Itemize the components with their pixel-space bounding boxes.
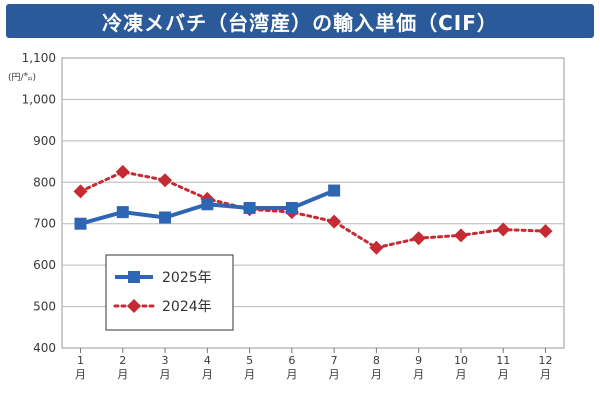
legend-box: [105, 254, 234, 331]
legend-label: 2025年: [162, 270, 212, 286]
series-2025: [74, 184, 341, 230]
legend-items: 2025年 2024年: [113, 270, 212, 315]
series-2024-point: [453, 228, 468, 243]
series-2024-point: [327, 214, 342, 229]
y-tick-label: 500: [33, 300, 56, 314]
series-2024-point: [158, 173, 173, 188]
series-2024-point: [73, 184, 88, 199]
y-tick-label: 700: [33, 217, 56, 231]
y-tick-label: 400: [33, 341, 56, 355]
series-2025-point: [243, 201, 256, 214]
series-2025-point: [201, 198, 214, 211]
legend: 2025年 2024年: [105, 254, 234, 331]
series-2025-point: [285, 201, 298, 214]
series-2025-point: [116, 206, 129, 219]
y-tick-label: 1,100: [22, 51, 56, 65]
series-2025-point: [74, 217, 87, 230]
x-tick-label: 10 月: [454, 354, 468, 381]
y-tick-label: 600: [33, 258, 56, 272]
series-2025-point: [328, 184, 341, 197]
legend-label: 2024年: [162, 299, 212, 315]
series-2024-point: [369, 240, 384, 255]
legend-swatch-marker: [127, 299, 141, 313]
title-bar: 冷凍メバチ（台湾産）の輸入単価（CIF）: [6, 4, 594, 38]
y-tick-label: 800: [33, 175, 56, 189]
axis-layer: 400 500 600 700 800 900 1,000 1,100 1 月 2 月 3 月 4 月 5 月 6 月…: [22, 51, 553, 381]
series-2024-line: [79, 170, 547, 250]
legend-swatch-marker: [128, 271, 140, 283]
x-tick-label: 12 月: [539, 354, 553, 381]
legend-item: 2025年: [115, 270, 212, 286]
series-2024-point: [411, 231, 426, 246]
y-tick-label: 1,000: [22, 92, 56, 106]
series-layer: [73, 164, 553, 255]
series-2024-point: [538, 224, 553, 239]
grid-layer: [62, 98, 564, 308]
x-tick-label: 11 月: [496, 354, 510, 381]
y-axis-unit-label: (円/㌔): [8, 72, 36, 83]
series-2024-point: [496, 222, 511, 237]
chart-title: 冷凍メバチ（台湾産）の輸入単価（CIF）: [102, 10, 498, 35]
series-2025-point: [159, 211, 172, 224]
y-tick-label: 900: [33, 134, 56, 148]
series-2024-point: [115, 164, 130, 179]
legend-item: 2024年: [113, 299, 212, 315]
